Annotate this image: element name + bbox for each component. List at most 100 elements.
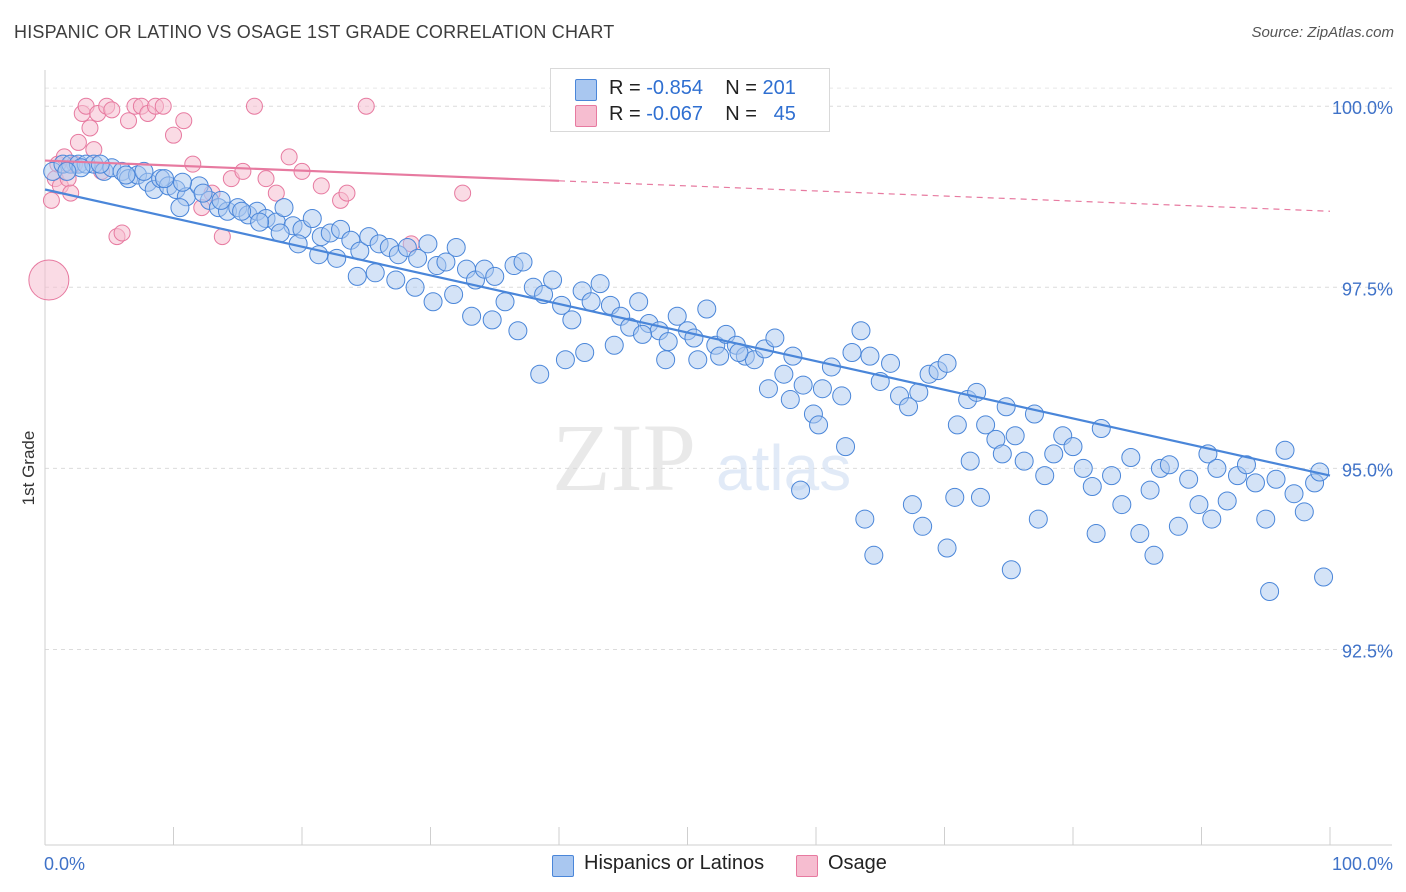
- osage-point: [103, 101, 121, 119]
- hispanic-point: [937, 538, 957, 558]
- osage-point: [175, 112, 193, 130]
- hispanic-point: [1140, 480, 1160, 500]
- osage-point: [280, 148, 298, 166]
- hispanic-point: [697, 299, 717, 319]
- hispanic-point: [1159, 455, 1179, 475]
- hispanic-point: [832, 386, 852, 406]
- hispanic-point: [590, 274, 610, 294]
- legend-n-value: 45: [773, 103, 796, 125]
- hispanic-point: [436, 252, 456, 272]
- legend-r-label: R =: [609, 103, 647, 125]
- hispanic-point: [836, 437, 856, 457]
- hispanic-point: [482, 310, 502, 330]
- hispanic-point: [1144, 545, 1164, 565]
- hispanic-trend-line: [44, 188, 1331, 477]
- legend-swatch-pink: [575, 105, 597, 127]
- hispanic-point: [629, 292, 649, 312]
- hispanic-point: [134, 161, 154, 181]
- x-tick-label-start: 0.0%: [44, 854, 85, 874]
- hispanic-point: [1168, 516, 1188, 536]
- hispanic-point: [992, 444, 1012, 464]
- bottom-legend-swatch-blue: [552, 855, 574, 877]
- hispanic-point: [1256, 509, 1276, 529]
- hispanic-point: [976, 415, 996, 435]
- hispanic-point: [543, 270, 563, 290]
- hispanic-point: [667, 306, 687, 326]
- osage-point: [338, 184, 356, 202]
- hispanic-point: [116, 165, 136, 185]
- hispanic-point: [812, 379, 832, 399]
- osage-trend-line: [44, 159, 560, 182]
- hispanic-point: [581, 292, 601, 312]
- hispanic-point: [1028, 509, 1048, 529]
- hispanic-point: [1063, 437, 1083, 457]
- hispanic-point: [1294, 502, 1314, 522]
- hispanic-point: [530, 364, 550, 384]
- osage-point: [42, 191, 60, 209]
- hispanic-point: [1001, 560, 1021, 580]
- hispanic-point: [996, 397, 1016, 417]
- osage-point: [184, 155, 202, 173]
- y-tick-label: 92.5%: [1342, 641, 1393, 661]
- tick-labels: 100.0% 97.5% 95.0% 92.5% 0.0% 100.0%: [44, 98, 1393, 874]
- y-tick-label: 95.0%: [1342, 460, 1393, 480]
- hispanic-point: [193, 183, 213, 203]
- hispanic-point: [444, 285, 464, 305]
- hispanic-point: [1245, 473, 1265, 493]
- hispanic-point: [485, 266, 505, 286]
- chart-title: HISPANIC OR LATINO VS OSAGE 1ST GRADE CO…: [14, 22, 615, 42]
- hispanic-point: [1202, 509, 1222, 529]
- hispanic-point: [793, 375, 813, 395]
- osage-point: [69, 133, 87, 151]
- hispanic-point: [155, 169, 175, 189]
- hispanic-point: [1266, 469, 1286, 489]
- hispanic-point: [899, 397, 919, 417]
- hispanic-point: [947, 415, 967, 435]
- source-label: Source: ZipAtlas.com: [1251, 24, 1394, 41]
- hispanic-point: [656, 350, 676, 370]
- hispanic-point: [842, 342, 862, 362]
- y-axis-label: 1st Grade: [19, 431, 38, 506]
- hispanic-point: [274, 198, 294, 218]
- legend-swatch-blue: [575, 79, 597, 101]
- hispanic-point: [90, 154, 110, 174]
- osage-point: [234, 162, 252, 180]
- hispanic-point: [1112, 495, 1132, 515]
- hispanic-point: [508, 321, 528, 341]
- hispanic-point: [688, 350, 708, 370]
- hispanic-point: [1082, 476, 1102, 496]
- hispanic-point: [913, 516, 933, 536]
- hispanic-point: [1284, 484, 1304, 504]
- hispanic-point: [1314, 567, 1334, 587]
- trend-lines: [44, 159, 1331, 477]
- hispanic-point: [562, 310, 582, 330]
- hispanic-point: [347, 266, 367, 286]
- osage-point: [454, 184, 472, 202]
- bottom-legend-swatch-pink: [796, 855, 818, 877]
- legend-r-value: -0.067: [646, 103, 703, 125]
- osage-trend-line-dashed: [558, 180, 1331, 212]
- hispanic-point: [791, 480, 811, 500]
- hispanic-point: [446, 237, 466, 257]
- hispanic-point: [232, 201, 252, 221]
- legend-r-label: R =: [609, 77, 647, 99]
- hispanic-point: [211, 190, 231, 210]
- hispanic-point: [462, 306, 482, 326]
- osage-point: [257, 170, 275, 188]
- hispanic-point: [1035, 466, 1055, 486]
- osage-point: [245, 97, 263, 115]
- hispanic-point: [633, 324, 653, 344]
- hispanic-point: [1189, 495, 1209, 515]
- hispanic-point: [1260, 581, 1280, 601]
- hispanic-point: [1275, 440, 1295, 460]
- hispanic-point: [1073, 458, 1093, 478]
- hispanic-point: [1217, 491, 1237, 511]
- hispanic-point: [851, 321, 871, 341]
- hispanic-point: [1179, 469, 1199, 489]
- legend-r-value: -0.854: [646, 77, 703, 99]
- hispanic-point: [1236, 455, 1256, 475]
- hispanic-point: [57, 161, 77, 181]
- osage-point: [165, 126, 182, 144]
- y-tick-label: 97.5%: [1342, 279, 1393, 299]
